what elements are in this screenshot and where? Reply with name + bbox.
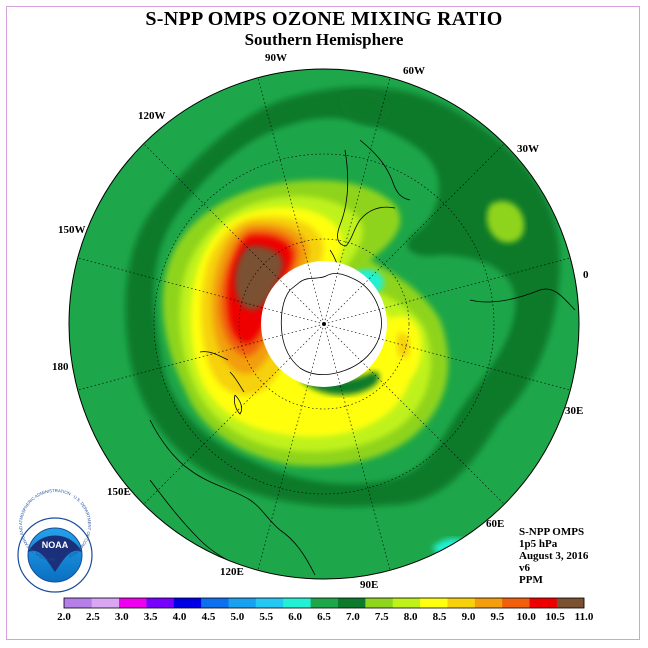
colorbar-tick-labels: 2.0 2.5 3.0 3.5 4.0 4.5 5.0 5.5 6.0 6.5 7.0 7.5 8.0 8… xyxy=(57,611,594,623)
colorbar-swatch xyxy=(447,598,475,608)
australia-coast xyxy=(149,419,316,576)
logo-text: NOAA xyxy=(42,540,69,550)
contour-11-0 xyxy=(234,245,284,310)
map-title: S-NPP OMPS OZONE MIXING RATIO xyxy=(145,8,503,30)
lon-label-30e: 30E xyxy=(565,405,583,417)
lon-label-120e: 120E xyxy=(220,566,244,578)
map-subtitle: Southern Hemisphere xyxy=(244,30,404,49)
colorbar-swatch xyxy=(146,598,174,608)
lon-label-60e: 60E xyxy=(486,518,504,530)
contour-9-0-lobe xyxy=(396,332,410,359)
lon-label-90w: 90W xyxy=(265,52,287,64)
colorbar-swatch xyxy=(501,598,530,608)
colorbar-tick-label: 3.0 xyxy=(115,611,129,623)
south-pole-marker xyxy=(322,322,326,326)
meridian-line xyxy=(323,323,391,571)
noaa-logo: NOAA NATIONAL OCEANIC AND ATMOSPHERIC AD… xyxy=(17,488,93,593)
colorbar-tick-label: 2.5 xyxy=(86,611,100,623)
lon-label-0: 0 xyxy=(583,269,589,281)
colorbar xyxy=(63,597,585,609)
meridian-line xyxy=(323,257,571,325)
latitude-circle-1 xyxy=(238,238,410,410)
colorbar-swatch xyxy=(118,598,147,608)
latitude-circle-2 xyxy=(153,153,495,495)
colorbar-tick-label: 4.0 xyxy=(173,611,187,623)
colorbar-swatch xyxy=(419,598,448,608)
meridian-line xyxy=(143,143,325,325)
colorbar-swatch xyxy=(200,598,229,608)
antarctica-outline xyxy=(280,273,382,376)
lon-label-120w: 120W xyxy=(138,110,166,122)
colorbar-tick-label: 3.5 xyxy=(144,611,158,623)
colorbar-tick-label: 7.5 xyxy=(375,611,389,623)
info-instrument: S-NPP OMPS xyxy=(519,526,585,538)
colorbar-swatch xyxy=(392,598,421,608)
meridian-line xyxy=(323,323,505,505)
contour-7-5-patch xyxy=(486,201,525,243)
plot-frame xyxy=(6,6,640,640)
colorbar-swatch xyxy=(228,598,256,608)
colorbar-tick-label: 6.0 xyxy=(288,611,302,623)
meridian-line xyxy=(77,323,325,391)
colorbar-swatch xyxy=(474,598,503,608)
meridian-line xyxy=(77,257,325,325)
colorbar-swatch xyxy=(173,598,202,608)
colorbar-tick-label: 10.5 xyxy=(545,611,565,623)
colorbar-outline xyxy=(63,597,585,609)
lon-label-60w: 60W xyxy=(403,65,425,77)
colorbar-swatch xyxy=(255,598,284,608)
colorbar-tick-label: 11.0 xyxy=(575,611,594,623)
longitude-labels: 90W 60W 30W 0 30E 60E 90E 120E 150E 180 … xyxy=(52,52,589,591)
colorbar-tick-label: 4.5 xyxy=(202,611,216,623)
colorbar-tick-label: 2.0 xyxy=(57,611,71,623)
colorbar-tick-label: 9.0 xyxy=(462,611,476,623)
lon-label-180: 180 xyxy=(52,361,69,373)
colorbar-tick-label: 5.5 xyxy=(259,611,273,623)
colorbar-swatch xyxy=(310,598,338,608)
info-date: August 3, 2016 xyxy=(519,550,589,562)
info-version: v6 xyxy=(519,562,530,574)
africa-coast xyxy=(469,288,576,311)
colorbar-swatch xyxy=(365,598,393,608)
colorbar-swatch xyxy=(337,598,366,608)
colorbar-swatch xyxy=(556,598,585,608)
colorbar-swatch xyxy=(282,598,311,608)
tasmania-coast xyxy=(233,394,243,415)
colorbar-tick-label: 6.5 xyxy=(317,611,331,623)
colorbar-tick-label: 9.5 xyxy=(490,611,504,623)
info-block: S-NPP OMPS 1p5 hPa August 3, 2016 v6 PPM xyxy=(519,526,588,586)
colorbar-tick-label: 10.0 xyxy=(517,611,537,623)
meridian-line xyxy=(257,77,325,325)
contour-7-0-patch xyxy=(339,91,392,125)
colorbar-swatch xyxy=(91,598,120,608)
lon-label-150e: 150E xyxy=(107,486,131,498)
meridian-line xyxy=(323,323,571,391)
lon-label-30w: 30W xyxy=(517,143,539,155)
meridians xyxy=(77,77,571,571)
new-zealand-coast xyxy=(199,351,245,393)
info-pressure: 1p5 hPa xyxy=(519,538,558,550)
meridian-line xyxy=(257,323,325,571)
colorbar-tick-label: 7.0 xyxy=(346,611,360,623)
colorbar-tick-label: 8.0 xyxy=(404,611,418,623)
meridian-line xyxy=(323,143,505,325)
meridian-line xyxy=(323,77,391,325)
colorbar-swatch xyxy=(64,598,92,608)
logo-gull-icon xyxy=(28,535,82,572)
graticule xyxy=(153,153,495,495)
lon-label-150w: 150W xyxy=(58,224,86,236)
info-units: PPM xyxy=(519,574,543,586)
lon-label-90e: 90E xyxy=(360,579,378,591)
colorbar-tick-label: 8.5 xyxy=(433,611,447,623)
south-america-coast xyxy=(337,149,396,247)
map-boundary xyxy=(68,68,580,580)
colorbar-tick-label: 5.0 xyxy=(230,611,244,623)
meridian-line xyxy=(143,323,325,505)
colorbar-swatch xyxy=(529,598,557,608)
